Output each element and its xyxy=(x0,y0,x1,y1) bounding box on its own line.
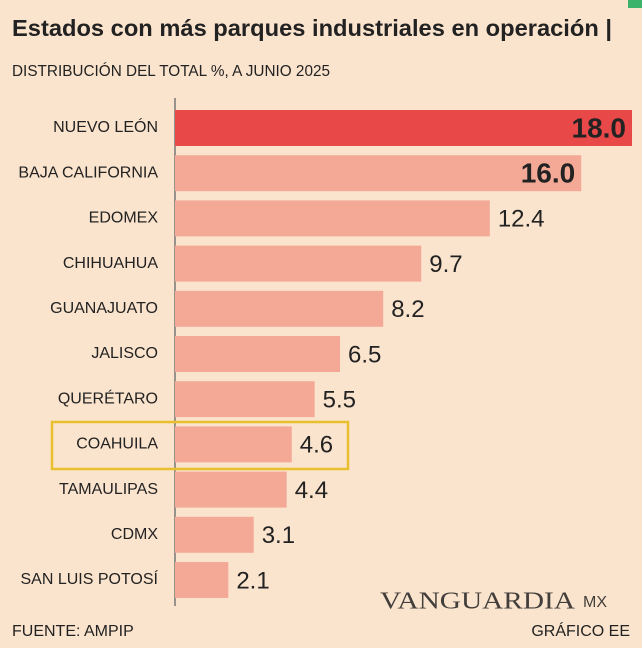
chart-subtitle: DISTRIBUCIÓN DEL TOTAL %, A JUNIO 2025 xyxy=(12,61,330,80)
value-label: 9.7 xyxy=(429,251,462,278)
category-label: CDMX xyxy=(111,526,158,543)
highlight-box xyxy=(50,420,350,471)
value-label: 12.4 xyxy=(498,206,545,233)
source: FUENTE: AMPIP xyxy=(12,623,134,640)
value-label: 4.4 xyxy=(295,477,328,504)
bar xyxy=(175,381,315,418)
category-label: NUEVO LEÓN xyxy=(53,117,158,136)
bar xyxy=(175,200,490,237)
watermark-suffix: MX xyxy=(583,594,607,611)
bar xyxy=(175,336,341,372)
category-label: CHIHUAHUA xyxy=(63,255,158,272)
category-label: QUERÉTARO xyxy=(58,388,158,407)
category-label: EDOMEX xyxy=(89,210,159,227)
category-label: COAHUILA xyxy=(76,436,158,453)
value-label: 18.0 xyxy=(572,112,627,143)
bar xyxy=(175,471,287,508)
category-label: JALISCO xyxy=(91,345,158,362)
watermark: VANGUARDIA xyxy=(380,589,576,615)
value-label: 8.2 xyxy=(391,296,424,323)
value-label: 16.0 xyxy=(521,158,576,189)
bar xyxy=(175,562,229,598)
value-label: 4.6 xyxy=(300,432,333,459)
category-label: TAMAULIPAS xyxy=(59,481,158,498)
bar xyxy=(175,426,292,463)
category-label: GUANAJUATO xyxy=(50,300,158,317)
bar xyxy=(175,245,422,282)
value-label: 3.1 xyxy=(262,522,295,549)
chart-title: Estados con más parques industriales en … xyxy=(12,15,612,41)
bar xyxy=(175,516,254,553)
corner-accent xyxy=(628,0,642,8)
value-label: 6.5 xyxy=(348,341,381,368)
bar xyxy=(175,110,632,146)
value-label: 2.1 xyxy=(236,567,269,594)
bar xyxy=(175,155,582,192)
value-label: 5.5 xyxy=(323,387,356,414)
bar xyxy=(175,290,384,327)
category-label: SAN LUIS POTOSÍ xyxy=(20,569,158,588)
credit: GRÁFICO EE xyxy=(531,621,630,640)
category-label: BAJA CALIFORNIA xyxy=(18,164,158,181)
